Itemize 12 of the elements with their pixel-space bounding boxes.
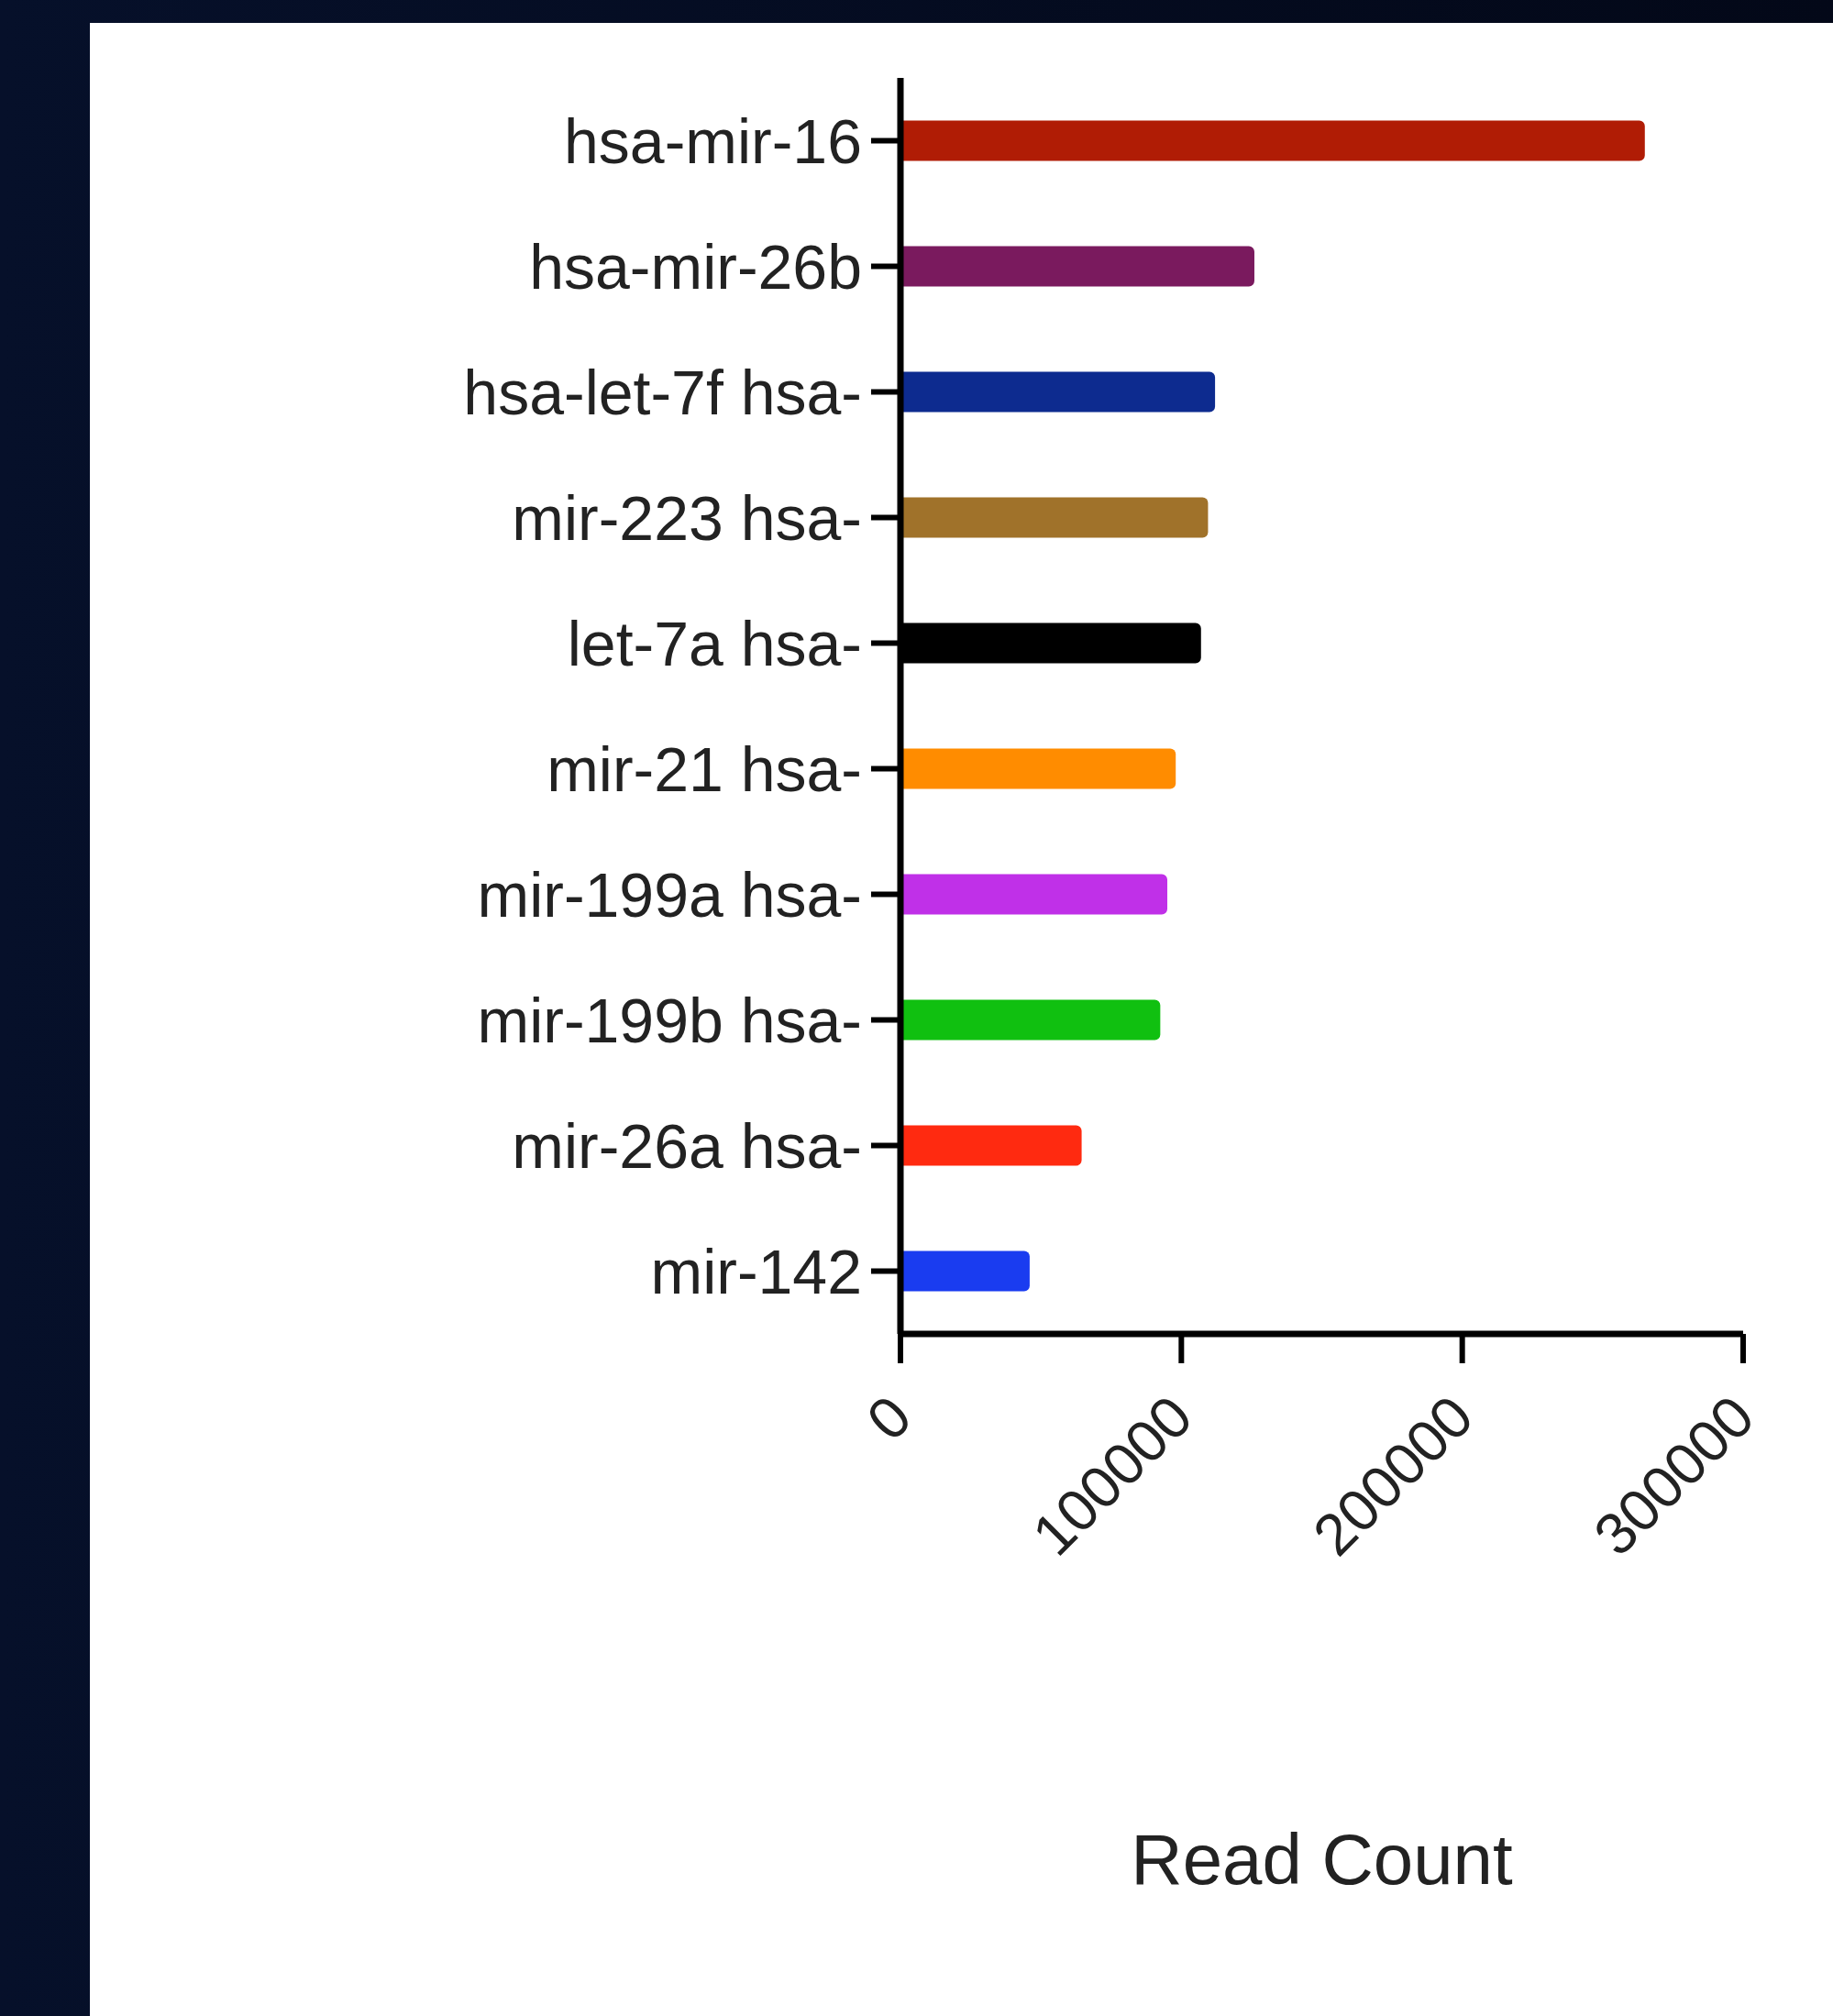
y-tick-label: mir-21 hsa- <box>547 733 862 804</box>
y-tick-label: mir-26a hsa- <box>512 1110 862 1181</box>
y-tick-label: mir-223 hsa- <box>512 482 862 553</box>
y-tick-label: hsa-mir-26b <box>529 231 862 302</box>
x-axis-title: Read Count <box>1131 1819 1513 1900</box>
y-tick-label: let-7a hsa- <box>567 608 862 678</box>
y-tick-label: mir-199b hsa- <box>477 985 862 1055</box>
y-tick-label: mir-199a hsa- <box>477 859 862 930</box>
y-tick-label: hsa-mir-16 <box>564 105 862 176</box>
y-tick-label: hsa-let-7f hsa- <box>463 357 862 427</box>
y-tick-label: mir-142 <box>650 1236 862 1306</box>
x-tick-label: 0 <box>854 1383 924 1453</box>
